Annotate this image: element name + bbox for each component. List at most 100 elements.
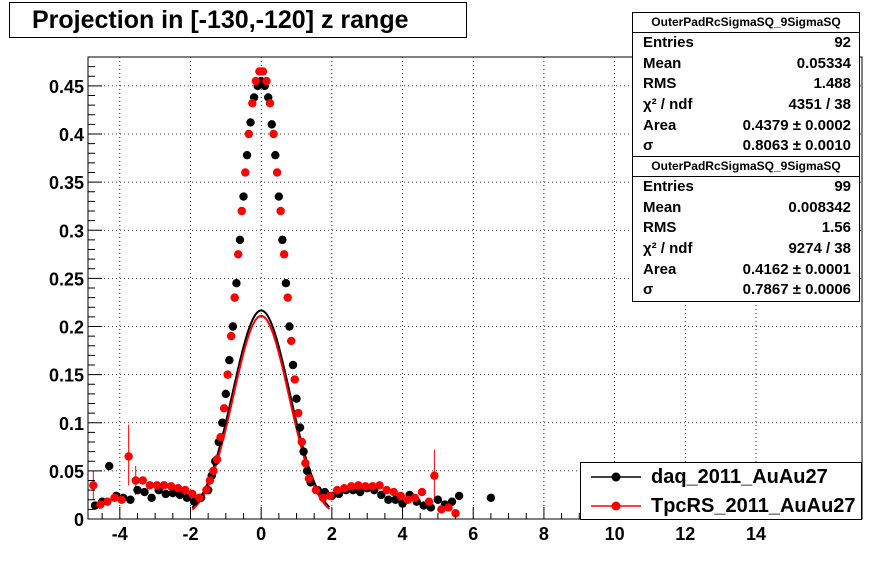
- data-point-TpcRS_2011_AuAu27: [340, 484, 349, 493]
- data-point-TpcRS_2011_AuAu27: [138, 476, 147, 485]
- data-point-TpcRS_2011_AuAu27: [304, 474, 314, 483]
- data-point-TpcRS_2011_AuAu27: [166, 482, 176, 491]
- data-point-daq_2011_AuAu27: [281, 278, 291, 288]
- data-point-TpcRS_2011_AuAu27: [430, 471, 439, 480]
- data-point-TpcRS_2011_AuAu27: [294, 408, 303, 418]
- stats-label: σ: [643, 281, 654, 299]
- data-point-daq_2011_AuAu27: [147, 493, 156, 503]
- data-point-TpcRS_2011_AuAu27: [410, 493, 420, 503]
- x-tick-label: -2: [182, 524, 198, 544]
- legend-label: daq_2011_AuAu27: [651, 466, 828, 488]
- data-point-TpcRS_2011_AuAu27: [205, 476, 215, 485]
- data-point-TpcRS_2011_AuAu27: [382, 485, 391, 495]
- data-point-TpcRS_2011_AuAu27: [347, 482, 356, 491]
- legend-entry-daq: daq_2011_AuAu27: [581, 463, 861, 491]
- stats-value: 0.4379 ± 0.0002: [742, 116, 851, 134]
- error-bars: [89, 70, 495, 514]
- data-point-TpcRS_2011_AuAu27: [209, 466, 218, 476]
- stats-row-sigma: σ 0.7867 ± 0.0006: [633, 280, 859, 301]
- stats-box-title: OuterPadRcSigmaSQ_9SigmaSQ: [633, 157, 859, 177]
- stats-label: Area: [643, 260, 677, 278]
- data-point-daq_2011_AuAu27: [274, 192, 284, 201]
- data-point-daq_2011_AuAu27: [221, 389, 231, 399]
- stats-label: RMS: [643, 219, 677, 237]
- data-point-daq_2011_AuAu27: [161, 489, 170, 499]
- x-tick-label: 6: [468, 524, 478, 544]
- stats-row-sigma: σ 0.8063 ± 0.0010: [633, 136, 859, 157]
- data-point-TpcRS_2011_AuAu27: [219, 404, 229, 413]
- data-point-daq_2011_AuAu27: [267, 120, 276, 129]
- data-point-TpcRS_2011_AuAu27: [117, 495, 126, 504]
- data-point-TpcRS_2011_AuAu27: [318, 493, 328, 503]
- data-point-daq_2011_AuAu27: [133, 485, 142, 495]
- x-tick-label: 10: [605, 524, 625, 544]
- data-point-TpcRS_2011_AuAu27: [230, 293, 239, 302]
- data-point-TpcRS_2011_AuAu27: [195, 493, 204, 503]
- chart-title: Projection in [-130,-120] z range: [9, 2, 467, 38]
- stats-row-mean: Mean 0.008342: [633, 198, 859, 219]
- data-point-TpcRS_2011_AuAu27: [188, 489, 197, 499]
- data-point-TpcRS_2011_AuAu27: [251, 76, 261, 86]
- stats-label: Entries: [643, 34, 694, 51]
- data-point-TpcRS_2011_AuAu27: [361, 482, 370, 491]
- data-point-TpcRS_2011_AuAu27: [180, 485, 190, 495]
- y-tick-label: 0.1: [59, 414, 84, 434]
- data-points: [89, 67, 496, 518]
- data-point-daq_2011_AuAu27: [140, 487, 149, 497]
- y-tick-label: 0.2: [59, 318, 84, 338]
- stats-value: 4351 / 38: [788, 96, 851, 114]
- stats-label: χ² / ndf: [643, 240, 693, 258]
- data-point-TpcRS_2011_AuAu27: [131, 476, 140, 485]
- stats-value: 0.05334: [796, 54, 851, 72]
- data-point-TpcRS_2011_AuAu27: [202, 485, 211, 495]
- data-point-TpcRS_2011_AuAu27: [396, 491, 405, 501]
- data-point-TpcRS_2011_AuAu27: [279, 250, 289, 259]
- data-point-daq_2011_AuAu27: [246, 118, 255, 127]
- data-point-TpcRS_2011_AuAu27: [152, 481, 162, 490]
- stats-label: RMS: [643, 75, 677, 93]
- legend-marker-tpcrs: [591, 501, 641, 511]
- stats-row-rms: RMS 1.488: [633, 74, 859, 95]
- stats-value: 0.4162 ± 0.0001: [742, 260, 851, 278]
- data-point-TpcRS_2011_AuAu27: [145, 481, 155, 490]
- stats-label: Mean: [643, 198, 682, 216]
- data-point-TpcRS_2011_AuAu27: [272, 168, 282, 177]
- x-tick-label: 4: [398, 524, 408, 544]
- data-point-TpcRS_2011_AuAu27: [234, 250, 243, 259]
- stats-row-chi2: χ² / ndf 4351 / 38: [633, 95, 859, 116]
- data-point-TpcRS_2011_AuAu27: [265, 99, 275, 108]
- x-tick-label: 14: [746, 524, 766, 544]
- stats-value: 1.488: [813, 75, 851, 93]
- legend-entry-tpcrs: TpcRS_2011_AuAu27: [581, 492, 861, 520]
- y-tick-label: 0.05: [49, 462, 84, 482]
- stats-box-tpcrs: OuterPadRcSigmaSQ_9SigmaSQ Entries 99 Mea…: [632, 156, 860, 303]
- y-tick-label: 0.4: [59, 125, 84, 145]
- y-tick-label: 0.35: [49, 173, 84, 193]
- data-point-daq_2011_AuAu27: [235, 235, 245, 245]
- y-tick-label: 0.15: [49, 366, 84, 386]
- legend-marker-daq: [591, 472, 641, 482]
- data-point-TpcRS_2011_AuAu27: [89, 481, 98, 490]
- data-point-daq_2011_AuAu27: [384, 495, 393, 504]
- data-point-daq_2011_AuAu27: [239, 192, 248, 201]
- stats-value: 1.56: [821, 219, 851, 237]
- data-point-TpcRS_2011_AuAu27: [325, 491, 335, 501]
- data-point-TpcRS_2011_AuAu27: [241, 168, 250, 177]
- data-point-daq_2011_AuAu27: [288, 360, 298, 370]
- stats-row-mean: Mean 0.05334: [633, 54, 859, 75]
- data-point-TpcRS_2011_AuAu27: [124, 452, 133, 461]
- data-point-TpcRS_2011_AuAu27: [389, 487, 398, 497]
- stats-label: Area: [643, 116, 677, 134]
- data-point-TpcRS_2011_AuAu27: [159, 481, 169, 490]
- legend: daq_2011_AuAu27 TpcRS_2011_AuAu27: [580, 462, 862, 520]
- data-point-TpcRS_2011_AuAu27: [212, 455, 222, 464]
- stats-value: 9274 / 38: [788, 240, 851, 258]
- axis-tick-labels: -4 -2 0 2 4 6 8 10 12 14 0 0.05 0.1 0.15 0.2 0.25 0.3 0.3…: [49, 77, 766, 544]
- stats-row-entries: Entries 99: [633, 177, 859, 198]
- data-point-TpcRS_2011_AuAu27: [368, 482, 377, 491]
- data-point-TpcRS_2011_AuAu27: [244, 129, 254, 139]
- data-point-daq_2011_AuAu27: [295, 423, 305, 432]
- stats-label: Mean: [643, 54, 682, 72]
- data-point-TpcRS_2011_AuAu27: [311, 485, 321, 495]
